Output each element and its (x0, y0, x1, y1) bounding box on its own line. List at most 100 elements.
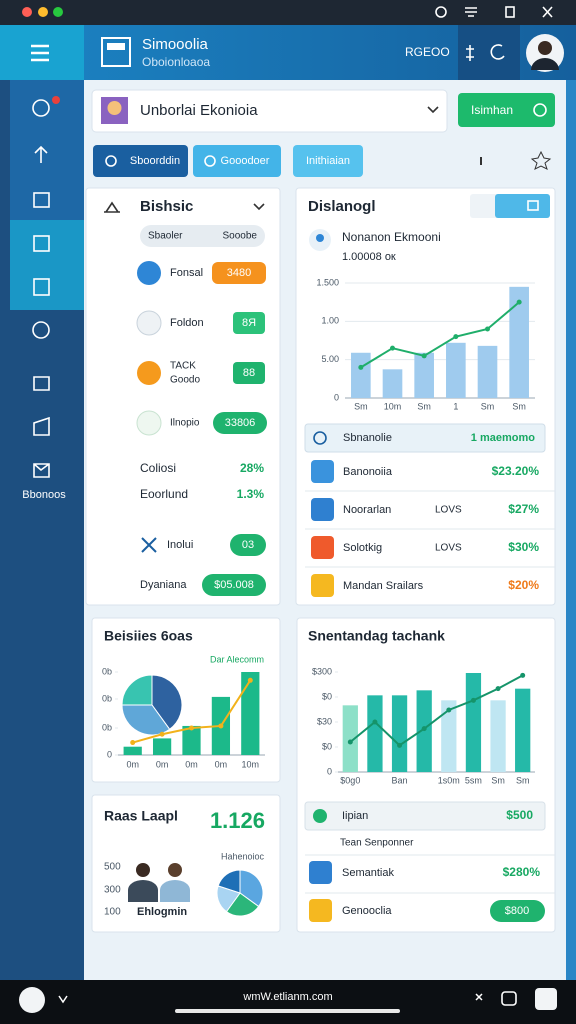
sidebar-label[interactable]: Bbonoos (22, 489, 66, 501)
person-head (136, 863, 150, 877)
trend-point (516, 299, 522, 305)
upload-icon[interactable] (34, 145, 48, 163)
list-value: $500 (506, 808, 533, 822)
tool-icon[interactable] (475, 993, 483, 1001)
people-caption: Ehlogmin (137, 906, 187, 918)
x-tick-label: 0m (126, 759, 139, 769)
list-header-value: 1 maemomo (471, 432, 535, 444)
toggle-on[interactable] (495, 194, 550, 218)
pill[interactable] (140, 225, 265, 247)
badge-text: $05.008 (214, 579, 254, 591)
selector-face (107, 101, 122, 115)
badge (230, 534, 266, 556)
book-icon[interactable] (33, 278, 50, 296)
trend-point (189, 725, 194, 731)
card-title: Beisiies 6oas (104, 628, 193, 644)
list-value: $20% (508, 578, 539, 592)
doc-icon[interactable] (33, 416, 50, 436)
y-tick-label: $0 (322, 691, 332, 701)
url[interactable]: wmW.etlianm.com (242, 991, 332, 1003)
y-tick-label: 0b (102, 693, 112, 703)
sidebar-active (10, 220, 84, 310)
x-tick-label: 10m (384, 401, 402, 411)
notification-dot (52, 96, 60, 104)
user-avatar[interactable] (19, 987, 45, 1013)
zoom-dot[interactable] (53, 7, 63, 17)
bar (382, 369, 403, 398)
mail-icon[interactable] (33, 463, 50, 478)
profile-dot (316, 234, 324, 242)
profile-name: Nonanon Ekmooni (342, 230, 441, 244)
x-tick-label: 1s0m (438, 775, 460, 785)
trend-point (247, 677, 253, 683)
axis-label: 500 (104, 862, 121, 873)
button-icon (533, 103, 547, 117)
divider (305, 490, 555, 568)
chevron[interactable] (58, 995, 68, 1004)
bar (509, 286, 529, 398)
overview-chart: 1.500 1.00 5.00 0 Sm 10m Sm 1 Sm Sm (316, 277, 535, 411)
stat-label: Coliosi (140, 461, 176, 475)
star-icon[interactable] (530, 150, 552, 170)
primary-button[interactable] (458, 93, 555, 127)
row-icon (137, 261, 161, 285)
bar (342, 705, 358, 772)
badge (233, 362, 265, 384)
system-icon[interactable] (435, 6, 447, 18)
tab[interactable] (93, 145, 188, 177)
toggle-icon (527, 200, 539, 211)
list-label: Iipian (342, 810, 368, 822)
stat-value: 1.3% (237, 487, 265, 501)
close-dot[interactable] (22, 7, 32, 17)
panel-icon[interactable] (33, 235, 50, 252)
chevron[interactable] (253, 203, 265, 211)
trend-point (372, 719, 378, 725)
window-icon[interactable] (505, 6, 515, 18)
bar (414, 352, 434, 398)
sidebar-section (10, 80, 84, 220)
bar (351, 352, 371, 398)
list-label: Banonoiia (343, 466, 393, 478)
x-tick-label: Sm (491, 775, 505, 785)
hamburger (31, 44, 49, 62)
tab-icon[interactable] (501, 991, 517, 1006)
pie-slice (121, 674, 153, 706)
standing-chart: $300 $0 $30 $0 0 $0g0 Ban 1s0m 5sm Sm Sm (312, 666, 535, 785)
trend-point (421, 726, 427, 732)
trend-point (495, 686, 501, 692)
list-icon (313, 809, 327, 823)
selector[interactable] (91, 89, 448, 133)
badge (212, 262, 266, 284)
menu-icon[interactable] (465, 7, 477, 17)
x-tick-label: Sm (417, 401, 431, 411)
pie-slice (151, 674, 183, 730)
header-action[interactable]: RGEOO (405, 45, 450, 59)
filter-icon[interactable] (466, 45, 474, 61)
list-header (304, 423, 546, 453)
gear-icon[interactable] (32, 321, 50, 339)
pie-slice (239, 869, 264, 908)
kpi-value: 1.126 (210, 808, 265, 833)
card (296, 617, 556, 933)
y-tick-label: 1.00 (321, 316, 339, 326)
home-indicator (175, 1009, 400, 1013)
close-icon[interactable] (542, 6, 553, 18)
badge (213, 412, 267, 434)
edit-icon[interactable] (33, 192, 50, 208)
minimize-dot[interactable] (38, 7, 48, 17)
profile-button[interactable] (535, 988, 557, 1010)
tab[interactable] (293, 145, 363, 177)
settings-icon[interactable] (32, 99, 50, 117)
tab[interactable] (193, 145, 281, 177)
list-header-label: Sbnanolie (343, 432, 392, 444)
list-label: Semantiak (342, 867, 394, 879)
x-tick-label: 0m (215, 759, 228, 769)
folder-icon[interactable] (33, 376, 50, 391)
logo-mark (107, 43, 125, 50)
badge-text: 03 (242, 539, 254, 551)
business-chart: 0b 0b 0b 0 0m 0m 0m 0m 10m (102, 666, 265, 769)
refresh-icon[interactable] (490, 44, 505, 60)
row-label: Dyaniana (140, 579, 187, 591)
trend-point (453, 334, 459, 340)
x-tick-label: 10m (242, 759, 260, 769)
